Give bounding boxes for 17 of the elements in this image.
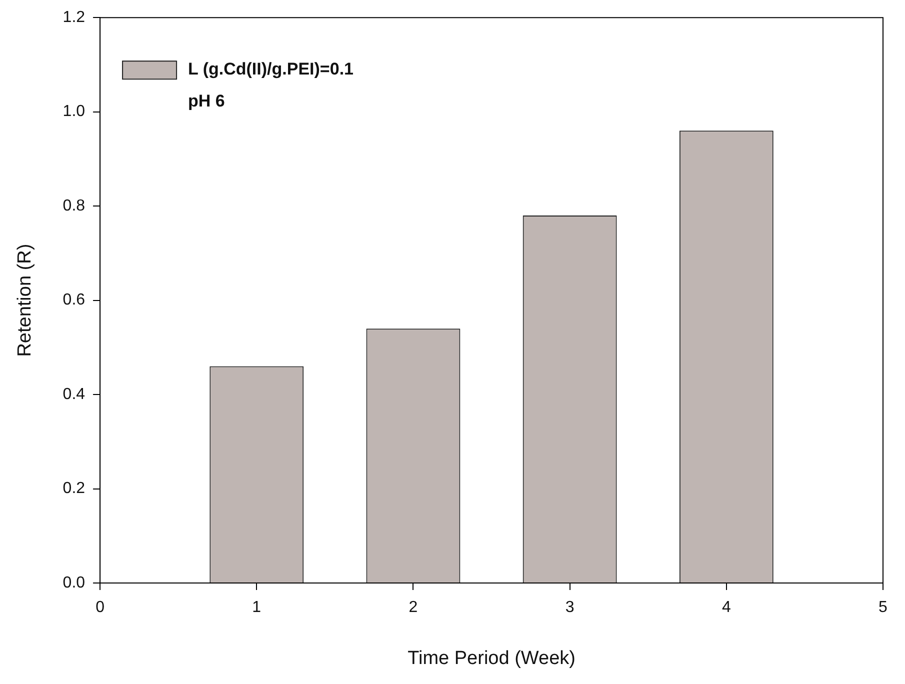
x-tick-label: 0 xyxy=(96,599,105,616)
x-tick-label: 5 xyxy=(878,599,888,616)
legend-label: L (g.Cd(II)/g.PEI)=0.1 xyxy=(188,59,354,78)
x-tick-label: 1 xyxy=(252,599,262,616)
annotation: pH 6 xyxy=(188,91,225,110)
y-tick-label: 0.8 xyxy=(62,197,86,214)
y-tick-label: 0.2 xyxy=(62,480,86,498)
x-axis-title: Time Period (Week) xyxy=(408,648,576,669)
y-tick-label: 1.0 xyxy=(62,103,86,120)
y-tick-label: 0.4 xyxy=(62,386,86,403)
x-tick-label: 2 xyxy=(408,599,418,616)
y-tick-label: 1.2 xyxy=(62,9,86,26)
y-axis-title: Retention (R) xyxy=(14,244,36,357)
x-tick-label: 4 xyxy=(722,599,731,616)
y-tick-label: 0.6 xyxy=(62,292,86,309)
y-tick-label: 0.0 xyxy=(62,574,86,592)
x-tick-label: 3 xyxy=(565,599,574,616)
